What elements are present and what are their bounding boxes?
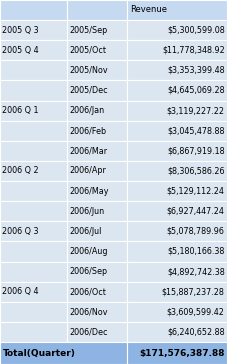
Text: $8,306,586.26: $8,306,586.26 [167, 166, 225, 175]
Bar [67, 161, 127, 181]
Bar [127, 181, 227, 201]
Bar [127, 241, 227, 261]
Text: 2005/Nov: 2005/Nov [69, 66, 108, 75]
Bar [0, 161, 67, 181]
Bar [67, 181, 127, 201]
Text: 2005 Q 4: 2005 Q 4 [2, 46, 39, 55]
Bar [67, 141, 127, 161]
Text: $171,576,387.88: $171,576,387.88 [139, 348, 225, 357]
Bar [0, 261, 67, 282]
Bar [67, 80, 127, 100]
Bar [0, 60, 67, 80]
Text: 2006/Oct: 2006/Oct [69, 287, 106, 296]
Bar [67, 322, 127, 342]
Text: $6,240,652.88: $6,240,652.88 [167, 328, 225, 336]
Text: $3,119,227.22: $3,119,227.22 [167, 106, 225, 115]
Text: $11,778,348.92: $11,778,348.92 [162, 46, 225, 55]
Bar [127, 342, 227, 364]
Bar [67, 201, 127, 221]
Bar [67, 261, 127, 282]
Text: 2006/Jun: 2006/Jun [69, 207, 104, 216]
Bar [67, 100, 127, 120]
Text: 2006 Q 4: 2006 Q 4 [2, 287, 39, 296]
Bar [0, 221, 67, 241]
Bar [0, 181, 67, 201]
Text: Total(Quarter): Total(Quarter) [3, 348, 76, 357]
Text: $15,887,237.28: $15,887,237.28 [162, 287, 225, 296]
Text: 2006/Mar: 2006/Mar [69, 146, 107, 155]
Bar [0, 322, 67, 342]
Text: $6,867,919.18: $6,867,919.18 [167, 146, 225, 155]
Bar [0, 120, 67, 141]
Bar [0, 100, 67, 120]
Text: $3,045,478.88: $3,045,478.88 [167, 126, 225, 135]
Text: $5,300,599.08: $5,300,599.08 [167, 25, 225, 35]
Bar [127, 282, 227, 302]
Bar [0, 20, 67, 40]
Text: 2006/Nov: 2006/Nov [69, 307, 108, 316]
Bar [127, 261, 227, 282]
Bar [127, 60, 227, 80]
Bar [0, 241, 67, 261]
Bar [127, 141, 227, 161]
Text: $5,180,166.38: $5,180,166.38 [167, 247, 225, 256]
Bar [127, 20, 227, 40]
Bar [127, 80, 227, 100]
Text: 2005/Oct: 2005/Oct [69, 46, 106, 55]
Text: 2005 Q 3: 2005 Q 3 [2, 25, 39, 35]
Bar [0, 0, 67, 20]
Bar [0, 141, 67, 161]
Bar [0, 80, 67, 100]
Bar [0, 342, 127, 364]
Bar [0, 302, 67, 322]
Bar [127, 221, 227, 241]
Bar [67, 20, 127, 40]
Text: 2006/Sep: 2006/Sep [69, 267, 107, 276]
Text: 2005/Sep: 2005/Sep [69, 25, 108, 35]
Text: 2006/Jul: 2006/Jul [69, 227, 102, 236]
Text: $5,078,789.96: $5,078,789.96 [167, 227, 225, 236]
Text: 2006/Dec: 2006/Dec [69, 328, 108, 336]
Text: $4,645,069.28: $4,645,069.28 [167, 86, 225, 95]
Bar [67, 221, 127, 241]
Text: $3,353,399.48: $3,353,399.48 [167, 66, 225, 75]
Text: $4,892,742.38: $4,892,742.38 [167, 267, 225, 276]
Text: 2006/Feb: 2006/Feb [69, 126, 106, 135]
Text: Revenue: Revenue [131, 5, 168, 15]
Bar [67, 241, 127, 261]
Bar [127, 40, 227, 60]
Bar [67, 282, 127, 302]
Text: 2006/Jan: 2006/Jan [69, 106, 104, 115]
Bar [127, 201, 227, 221]
Bar [127, 322, 227, 342]
Text: 2005/Dec: 2005/Dec [69, 86, 108, 95]
Bar [127, 100, 227, 120]
Bar [67, 302, 127, 322]
Text: 2006/Apr: 2006/Apr [69, 166, 106, 175]
Bar [127, 161, 227, 181]
Text: 2006 Q 3: 2006 Q 3 [2, 227, 39, 236]
Bar [127, 0, 227, 20]
Text: 2006 Q 2: 2006 Q 2 [2, 166, 39, 175]
Bar [0, 201, 67, 221]
Bar [67, 120, 127, 141]
Text: $3,609,599.42: $3,609,599.42 [167, 307, 225, 316]
Bar [67, 0, 127, 20]
Bar [127, 302, 227, 322]
Text: 2006/May: 2006/May [69, 187, 109, 195]
Text: 2006 Q 1: 2006 Q 1 [2, 106, 39, 115]
Text: 2006/Aug: 2006/Aug [69, 247, 108, 256]
Bar [67, 40, 127, 60]
Text: $6,927,447.24: $6,927,447.24 [167, 207, 225, 216]
Bar [67, 60, 127, 80]
Bar [0, 40, 67, 60]
Bar [0, 282, 67, 302]
Text: $5,129,112.24: $5,129,112.24 [167, 187, 225, 195]
Bar [127, 120, 227, 141]
